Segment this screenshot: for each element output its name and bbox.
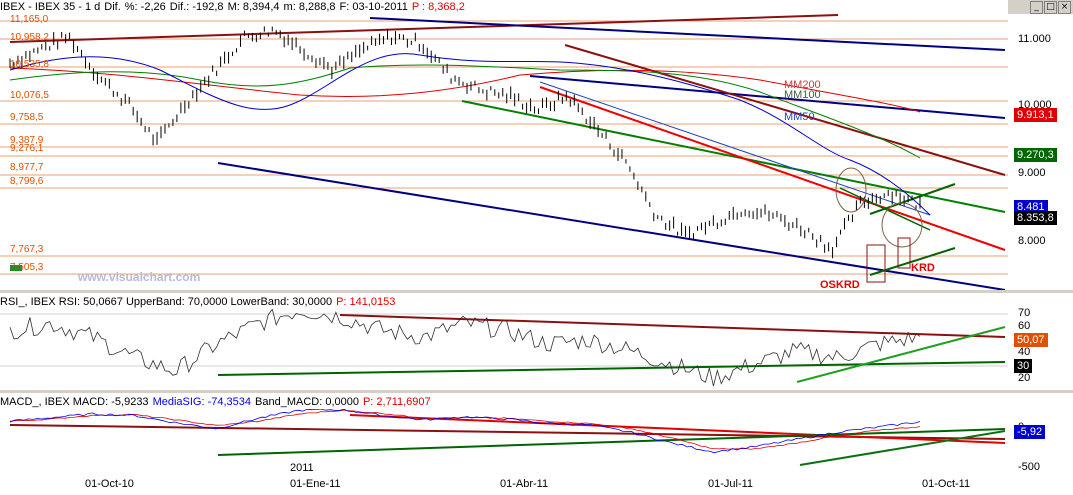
- date-label: F: 03-10-2011: [339, 1, 408, 13]
- symbol-label: IBEX - IBEX 35 - 1 d: [0, 1, 101, 13]
- rsi-tick: 60: [1018, 320, 1031, 332]
- rsi-line: [9, 308, 921, 387]
- channel-line-short: [839, 187, 931, 231]
- macd-trend-darkgreen: [217, 428, 1006, 456]
- rsi-header: RSI_, IBEX RSI: 50,0667 UpperBand: 70,00…: [0, 295, 1008, 309]
- rsi-panel: RSI_, IBEX RSI: 50,0667 UpperBand: 70,00…: [0, 293, 1008, 390]
- pct-label: %: -2,26: [124, 1, 166, 13]
- maximize-button[interactable]: □: [1044, 1, 1057, 14]
- minimize-button[interactable]: _: [1030, 1, 1043, 14]
- rsi-header-label: RSI_, IBEX RSI: 50,0667 UpperBand: 70,00…: [0, 296, 333, 308]
- highlight-box-2: [897, 237, 911, 269]
- highlight-circle-1: [835, 167, 867, 213]
- mm200-label: MM200: [784, 79, 821, 91]
- year-label: 2011: [290, 462, 314, 474]
- price-level-label: 9,387,9: [10, 135, 44, 146]
- macd-band-label: Band_MACD: 0,0000: [255, 396, 359, 408]
- x-axis: 01-Oct-10 01-Ene-11 01-Abr-11 01-Jul-11 …: [0, 462, 1073, 495]
- close-button[interactable]: ×: [1058, 1, 1071, 14]
- price-bars: [9, 26, 921, 259]
- min-label: m: 8,288,8: [283, 1, 336, 13]
- price-tag-red: 9.913,1: [1014, 108, 1057, 122]
- highlight-circle-2: [881, 202, 923, 248]
- mm100-label: MM100: [784, 89, 821, 101]
- mm50-label: MM50: [784, 111, 815, 123]
- price-axis: 11.000 10.000 9.000 8.000 9.913,1 9.270,…: [1008, 14, 1073, 290]
- macd-tick: -500: [1018, 461, 1041, 473]
- price-level-label: 7,505,3: [10, 262, 44, 273]
- trend-line-green: [461, 100, 1006, 213]
- rsi-trend-darkred: [339, 314, 1006, 338]
- x-label: 01-Ene-11: [290, 478, 341, 490]
- price-level-label: 11,165,0: [10, 14, 49, 25]
- rsi-tag-value: 50,07: [1014, 333, 1048, 347]
- price-level-label: 10,958,2: [10, 32, 49, 43]
- macd-signal-label: MediaSIG: -74,3534: [152, 396, 252, 408]
- price-tag-green: 9.270,3: [1014, 148, 1057, 162]
- x-label: 01-Oct-11: [922, 478, 971, 490]
- macd-line: [9, 408, 921, 454]
- price-level-label: 10,076,5: [10, 90, 49, 101]
- level-lines: [0, 20, 1008, 275]
- mm100-line: [9, 64, 921, 159]
- macd-signal-line: [9, 409, 921, 450]
- trend-line-navy-bottom: [217, 162, 1006, 290]
- trend-line-darkred-mid: [564, 44, 1006, 176]
- window-controls: _ □ ×: [1030, 1, 1071, 14]
- rsi-trend-darkgreen: [217, 361, 1006, 376]
- trend-line-darkred-top: [9, 14, 839, 43]
- dif2-label: Dif.: -192,8: [169, 1, 224, 13]
- x-label: 01-Jul-11: [708, 478, 754, 490]
- price-level-label: 7,767,3: [10, 244, 44, 255]
- rsi-tick: 40: [1018, 346, 1031, 358]
- price-level-label: 9,758,5: [10, 112, 44, 123]
- max-label: M: 8,394,4: [227, 1, 280, 13]
- macd-chart-svg: [9, 408, 1006, 466]
- price-tag-current: 8.353,8: [1014, 211, 1057, 225]
- rsi-chart-svg: [0, 308, 1008, 387]
- rsi-p-label: P: 141,0153: [336, 296, 396, 308]
- price-level-label: 10,535,8: [10, 59, 49, 70]
- rsi-trend-green: [796, 326, 1006, 383]
- trend-line-navy-top: [369, 17, 1006, 51]
- macd-header: MACD_, IBEX MACD: -5,9233 MediaSIG: -74,3…: [0, 395, 1008, 409]
- macd-p-label: P: 2,711,6907: [362, 396, 431, 408]
- x-label: 01-Abr-11: [500, 478, 549, 490]
- highlight-box-1: [866, 244, 886, 283]
- x-label: 01-Oct-10: [85, 478, 134, 490]
- price-panel: IBEX - IBEX 35 - 1 d Dif.%: -2,26 Dif.: -1…: [0, 0, 1008, 290]
- trend-line-blue-thin: [539, 81, 931, 216]
- macd-tag-value: -5,92: [1014, 425, 1046, 439]
- trend-line-navy-mid: [529, 75, 1006, 119]
- rsi-tick: 70: [1018, 307, 1031, 319]
- trend-line-red: [539, 86, 1006, 251]
- macd-header-label: MACD_, IBEX MACD: -5,9233: [0, 396, 149, 408]
- rsi-tag-band: 30: [1014, 359, 1033, 373]
- rsi-axis: 70 60 40 20 50,07 30: [1008, 293, 1073, 390]
- dif-label: Dif.: [104, 1, 121, 13]
- price-tick: 8.000: [1018, 235, 1046, 247]
- macd-panel: MACD_, IBEX MACD: -5,9233 MediaSIG: -74,3…: [0, 393, 1008, 475]
- channel-line-lower: [869, 247, 956, 276]
- macd-trend-green: [799, 430, 1006, 466]
- macd-axis: 0 -500 -5,92: [1008, 393, 1073, 475]
- price-header: IBEX - IBEX 35 - 1 d Dif.%: -2,26 Dif.: -1…: [0, 0, 1008, 14]
- p-label: P : 8,368,2: [411, 1, 465, 13]
- mm50-line: [9, 53, 931, 216]
- watermark: www.visualchart.com: [78, 270, 201, 284]
- macd-trend-red: [349, 414, 1006, 444]
- rsi-tick: 20: [1018, 372, 1031, 384]
- price-level-label: 8,799,6: [10, 176, 44, 187]
- price-tick: 9.000: [1018, 167, 1046, 179]
- legend-swatch: [10, 265, 22, 271]
- price-tick: 11.000: [1018, 33, 1051, 45]
- price-level-label: 8,977,7: [10, 162, 44, 173]
- price-tag-blue: 8.481: [1014, 200, 1048, 214]
- krd-label: KRD: [911, 262, 935, 274]
- price-chart-svg: [0, 14, 1008, 290]
- price-level-label: 9,276,1: [10, 143, 44, 154]
- oskrd-label: OSKRD: [820, 279, 860, 290]
